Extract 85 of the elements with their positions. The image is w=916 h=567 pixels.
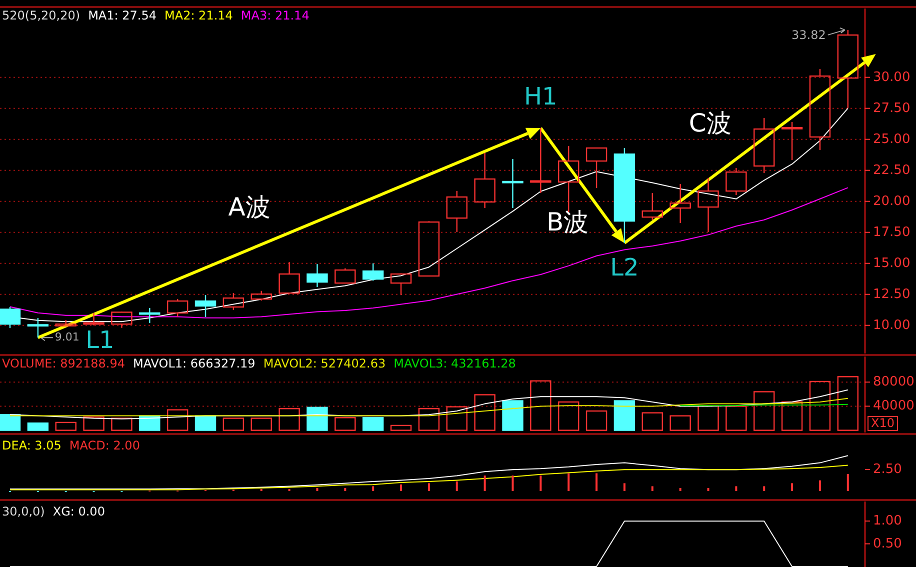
- bar: [568, 473, 570, 492]
- text: MACD: 2.00: [69, 438, 140, 452]
- text: MAVOL3: 432161.28: [394, 356, 516, 370]
- annotation: L1: [86, 326, 114, 354]
- y-tick-label: 1.00: [873, 514, 902, 529]
- bar: [837, 376, 858, 431]
- bar: [596, 473, 598, 492]
- annotation: L2: [610, 254, 639, 282]
- text: X10: [871, 416, 894, 430]
- bar: [512, 476, 514, 492]
- text: 2.50: [873, 462, 902, 478]
- bar: [558, 401, 580, 431]
- bar: [586, 410, 608, 431]
- bar: [27, 422, 49, 431]
- bar: [614, 400, 636, 431]
- y-tick-label: 22.50: [873, 162, 910, 178]
- bar: [540, 476, 542, 492]
- bar: [754, 391, 775, 431]
- bar: [390, 424, 412, 431]
- annotation: 33.82: [792, 28, 826, 42]
- bar: [334, 417, 356, 431]
- y-tick-label: 17.50: [873, 224, 910, 240]
- bar: [474, 394, 496, 431]
- y-tick-label: 25.00: [873, 132, 910, 147]
- bar: [0, 414, 21, 431]
- bar: [484, 476, 486, 492]
- text: MA3: 21.14: [240, 8, 310, 22]
- bar: [846, 474, 849, 492]
- bar: [250, 418, 272, 431]
- bar: [623, 483, 626, 492]
- bar: [781, 401, 803, 431]
- bar: [83, 416, 104, 431]
- bar: [278, 408, 300, 431]
- y-tick-label: 12.50: [873, 286, 910, 302]
- y-tick-label: 30.00: [873, 70, 910, 85]
- y-tick-label: 15.00: [873, 256, 910, 271]
- bar: [456, 481, 458, 492]
- text: DEA: 3.05: [2, 438, 62, 452]
- text: MAVOL1: 666327.19: [133, 356, 256, 370]
- annotation: C波: [688, 108, 732, 138]
- bar: [642, 412, 663, 431]
- bar: [809, 380, 831, 431]
- bar: [166, 409, 188, 431]
- bar: [306, 406, 328, 431]
- bar: [679, 488, 682, 492]
- y-tick-label: 80000: [873, 374, 914, 390]
- bar: [791, 483, 794, 492]
- legend-label: MA2: 21.14: [164, 8, 233, 22]
- bar: [502, 400, 524, 431]
- bar: [428, 483, 430, 492]
- y-tick-label: 20.00: [873, 194, 910, 209]
- bar: [362, 417, 384, 431]
- bar: [530, 380, 552, 431]
- bar: [400, 484, 402, 492]
- bar: [726, 406, 747, 431]
- bar: [446, 406, 468, 431]
- y-tick-label: 10.00: [873, 318, 910, 333]
- bar: [651, 486, 654, 492]
- chart-subtitle: 30,0,0): [2, 504, 45, 518]
- annotation: B波: [546, 207, 589, 236]
- bar: [222, 418, 244, 431]
- annotation: H1: [524, 82, 558, 111]
- bar: [818, 480, 821, 492]
- text: MA1: 27.54: [88, 8, 156, 22]
- bar: [316, 488, 318, 492]
- annotation: 9.01: [54, 330, 80, 344]
- bar: [418, 408, 440, 431]
- bar: [670, 415, 691, 431]
- line-series: [10, 398, 848, 416]
- bar: [344, 488, 346, 492]
- text: VOLUME: 892188.94: [2, 356, 125, 370]
- bar: [707, 488, 710, 492]
- bar: [763, 486, 766, 492]
- y-tick-label: 40000: [873, 398, 914, 414]
- y-tick-label: 0.50: [873, 536, 902, 552]
- bar: [55, 422, 76, 431]
- y-tick-label: 27.50: [873, 100, 910, 116]
- chart-subtitle: 520(5,20,20): [2, 8, 80, 22]
- bar: [194, 415, 216, 431]
- text: MAVOL2: 527402.63: [263, 356, 386, 370]
- bar: [372, 486, 374, 492]
- annotation: A波: [228, 192, 270, 222]
- bar: [735, 486, 738, 492]
- bar: [111, 418, 132, 431]
- text: XG: 0.00: [52, 504, 105, 518]
